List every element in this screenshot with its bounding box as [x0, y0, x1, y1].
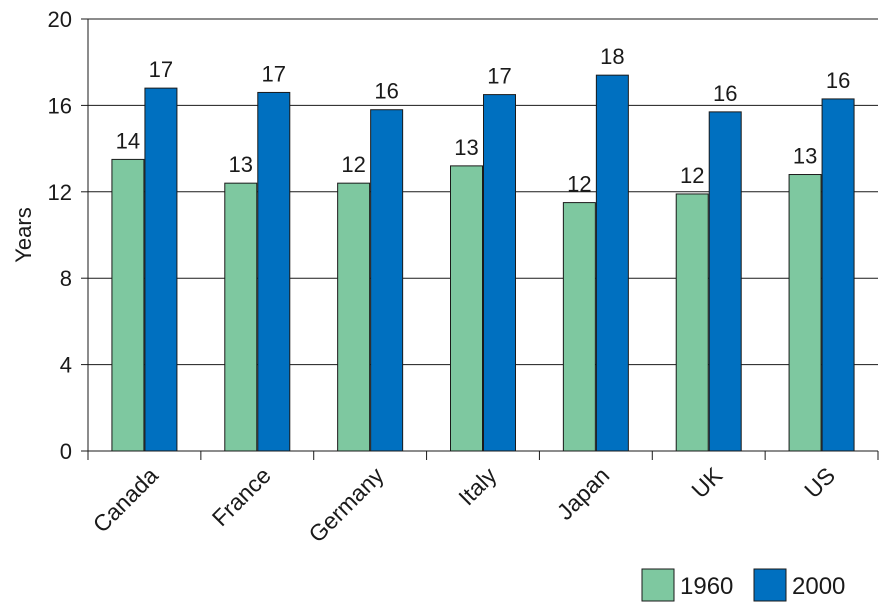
data-label: 17 — [262, 61, 286, 86]
data-label: 13 — [454, 135, 478, 160]
bar-1960-canada — [111, 158, 145, 452]
bar-2000-us — [821, 98, 855, 452]
legend-swatch-2000 — [753, 568, 787, 602]
x-tick-label: Canada — [88, 462, 164, 538]
bar-1960-japan — [562, 202, 596, 452]
y-tick-label: 16 — [48, 93, 72, 118]
data-label: 16 — [374, 79, 398, 104]
x-tick-label: US — [799, 462, 840, 503]
x-tick-label: France — [207, 462, 276, 531]
y-tick-label: 8 — [60, 266, 72, 291]
data-label: 17 — [149, 57, 173, 82]
data-label: 17 — [487, 64, 511, 89]
bar-2000-japan — [595, 74, 629, 452]
data-label: 13 — [793, 144, 817, 169]
x-tick-label: Italy — [453, 462, 502, 511]
bar-2000-italy — [483, 94, 516, 452]
bar-1960-us — [788, 174, 822, 452]
data-label: 12 — [680, 163, 704, 188]
data-label: 14 — [116, 128, 140, 153]
legend-label: 1960 — [680, 573, 733, 600]
y-tick-label: 0 — [60, 439, 72, 464]
bar-2000-uk — [708, 111, 742, 452]
y-tick-label: 20 — [48, 7, 72, 32]
bar-2000-canada — [144, 87, 178, 452]
data-label: 18 — [600, 44, 624, 69]
legend-swatch-1960 — [641, 568, 675, 602]
y-tick-label: 12 — [48, 180, 72, 205]
y-axis-title: Years — [11, 207, 36, 262]
data-label: 12 — [341, 152, 365, 177]
bar-1960-france — [224, 182, 258, 452]
legend: 1960 2000 — [641, 568, 845, 602]
bar-1960-germany — [337, 182, 371, 452]
bar-1960-uk — [675, 193, 709, 452]
bar-2000-france — [257, 91, 291, 452]
x-tick-label: Japan — [552, 462, 615, 525]
data-label: 16 — [713, 81, 737, 106]
data-label: 16 — [826, 68, 850, 93]
data-labels: 14 17 13 17 12 16 13 17 12 18 12 16 13 16 — [116, 44, 851, 196]
data-label: 12 — [567, 172, 591, 197]
bars — [111, 74, 855, 452]
x-tick-label: UK — [686, 462, 727, 503]
bar-2000-germany — [370, 109, 404, 452]
data-label: 13 — [229, 152, 253, 177]
x-tick-label: Germany — [303, 462, 389, 548]
y-tick-label: 4 — [60, 353, 72, 378]
legend-label: 2000 — [792, 573, 845, 600]
bar-1960-italy — [450, 165, 483, 452]
